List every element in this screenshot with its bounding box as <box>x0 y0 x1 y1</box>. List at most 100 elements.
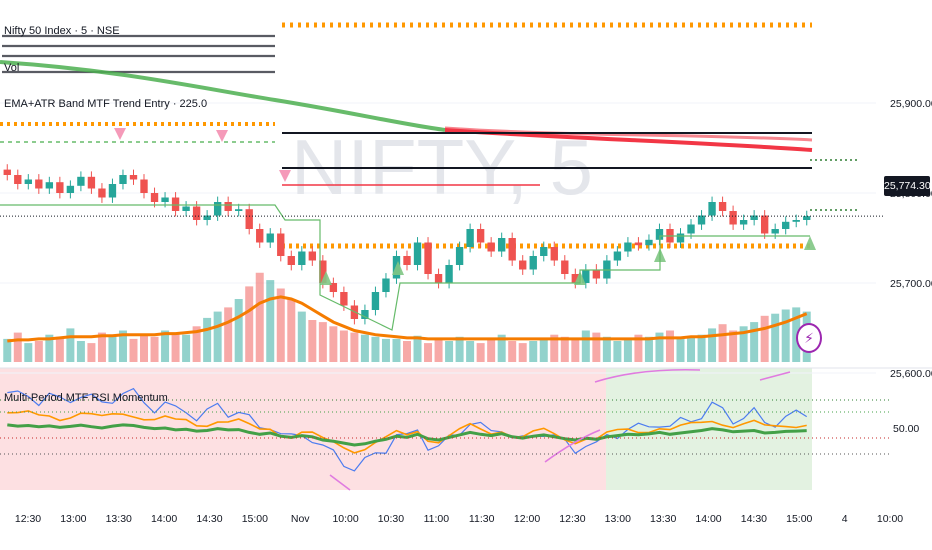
candle-body <box>540 247 548 256</box>
candle-body <box>476 229 485 243</box>
candle <box>361 304 369 325</box>
volume-bar <box>150 336 159 362</box>
candle-body <box>277 233 285 256</box>
candle <box>445 259 453 289</box>
volume-bar <box>87 343 96 362</box>
volume-bar <box>76 341 85 362</box>
x-tick-label: 13:00 <box>60 513 86 525</box>
volume-bar <box>771 313 780 362</box>
candle <box>329 277 338 298</box>
candle-body <box>140 179 148 193</box>
candle-body <box>487 242 495 252</box>
rsi-extreme-line <box>544 429 601 463</box>
candle-body <box>235 209 243 211</box>
x-tick-label: 12:30 <box>559 513 585 525</box>
candle-body <box>308 251 317 261</box>
legend-symbol[interactable]: Nifty 50 Index · 5 · NSE <box>4 25 120 37</box>
legend-ema-atr[interactable]: EMA+ATR Band MTF Trend Entry · 225.0 <box>4 98 208 110</box>
candle <box>561 255 569 280</box>
candle <box>424 237 432 280</box>
candle-body <box>66 185 75 193</box>
volume-bar <box>66 328 75 362</box>
candle <box>760 210 769 239</box>
candle <box>550 241 558 266</box>
legend-rsi-momentum[interactable]: Multi-Period MTF RSI Momentum <box>4 392 168 404</box>
volume-bar <box>213 311 222 362</box>
candle <box>729 205 737 230</box>
lightning-icon[interactable]: ⚡ <box>796 323 822 353</box>
volume-bar <box>245 286 254 362</box>
candle-body <box>319 260 327 283</box>
rsi-slow-line <box>7 423 807 447</box>
volume-bar <box>34 341 43 362</box>
volume-bar <box>45 334 54 362</box>
candle <box>287 250 295 271</box>
volume-bar <box>3 338 12 362</box>
candle-body <box>708 202 716 216</box>
candle <box>277 228 285 262</box>
candle-body <box>161 197 169 202</box>
x-tick-label: 10:30 <box>378 513 404 525</box>
volume-bar <box>255 272 264 362</box>
trailing-stop-line <box>0 204 810 331</box>
candle-body <box>760 215 769 234</box>
candle-body <box>718 202 727 211</box>
candle-body <box>298 251 306 265</box>
x-tick-label: 11:00 <box>424 513 450 525</box>
legend-volume[interactable]: Vol <box>4 62 20 74</box>
volume-bar <box>413 335 422 362</box>
x-tick-label: 15:00 <box>242 513 268 525</box>
volume-bar <box>718 324 727 362</box>
volume-bar <box>171 332 180 362</box>
rsi-fast-line <box>7 387 808 472</box>
candle <box>140 174 148 199</box>
candle <box>382 273 390 298</box>
candle <box>119 169 127 190</box>
candle-body <box>340 292 348 306</box>
candle-body <box>382 278 390 292</box>
candle-body <box>87 176 96 189</box>
volume-bar <box>403 341 411 362</box>
candle-body <box>77 176 85 186</box>
candle <box>87 171 96 194</box>
candle <box>476 223 485 248</box>
candle <box>213 196 222 221</box>
rsi-mid-line <box>7 410 807 454</box>
volume-bar <box>466 341 475 362</box>
volume-bar <box>676 338 685 362</box>
candle <box>487 237 495 257</box>
candle-body <box>361 310 369 319</box>
x-tick-label: 14:30 <box>741 513 767 525</box>
candle-body <box>129 175 138 180</box>
candle <box>171 192 180 217</box>
candle-body <box>192 206 201 220</box>
volume-bar <box>266 280 275 362</box>
candle-body <box>329 283 338 292</box>
candle-body <box>571 274 579 283</box>
candle-body <box>182 206 190 211</box>
candle <box>803 210 811 226</box>
volume-bar <box>529 341 538 362</box>
rsi-extreme-line <box>329 368 791 491</box>
candle-body <box>497 238 506 252</box>
rsi-bearish-zone <box>0 368 606 490</box>
volume-bar <box>339 330 348 362</box>
volume-bar <box>518 343 527 362</box>
volume-bar <box>203 317 212 362</box>
volume-bar <box>781 309 790 362</box>
volume-bar <box>497 334 506 362</box>
volume-bar <box>571 338 580 362</box>
candle-body <box>119 175 127 184</box>
x-tick-label: 10:00 <box>877 513 903 525</box>
candle <box>697 210 706 230</box>
volume-bar <box>55 336 64 362</box>
candle-body <box>645 239 653 246</box>
volume-bar <box>687 336 696 362</box>
volume-bar <box>634 334 643 362</box>
x-tick-label: 12:30 <box>15 513 41 525</box>
candle-body <box>287 256 295 265</box>
candle <box>266 228 274 248</box>
oscillator-tick-label: 50.00 <box>893 423 919 435</box>
candle-body <box>424 242 432 274</box>
